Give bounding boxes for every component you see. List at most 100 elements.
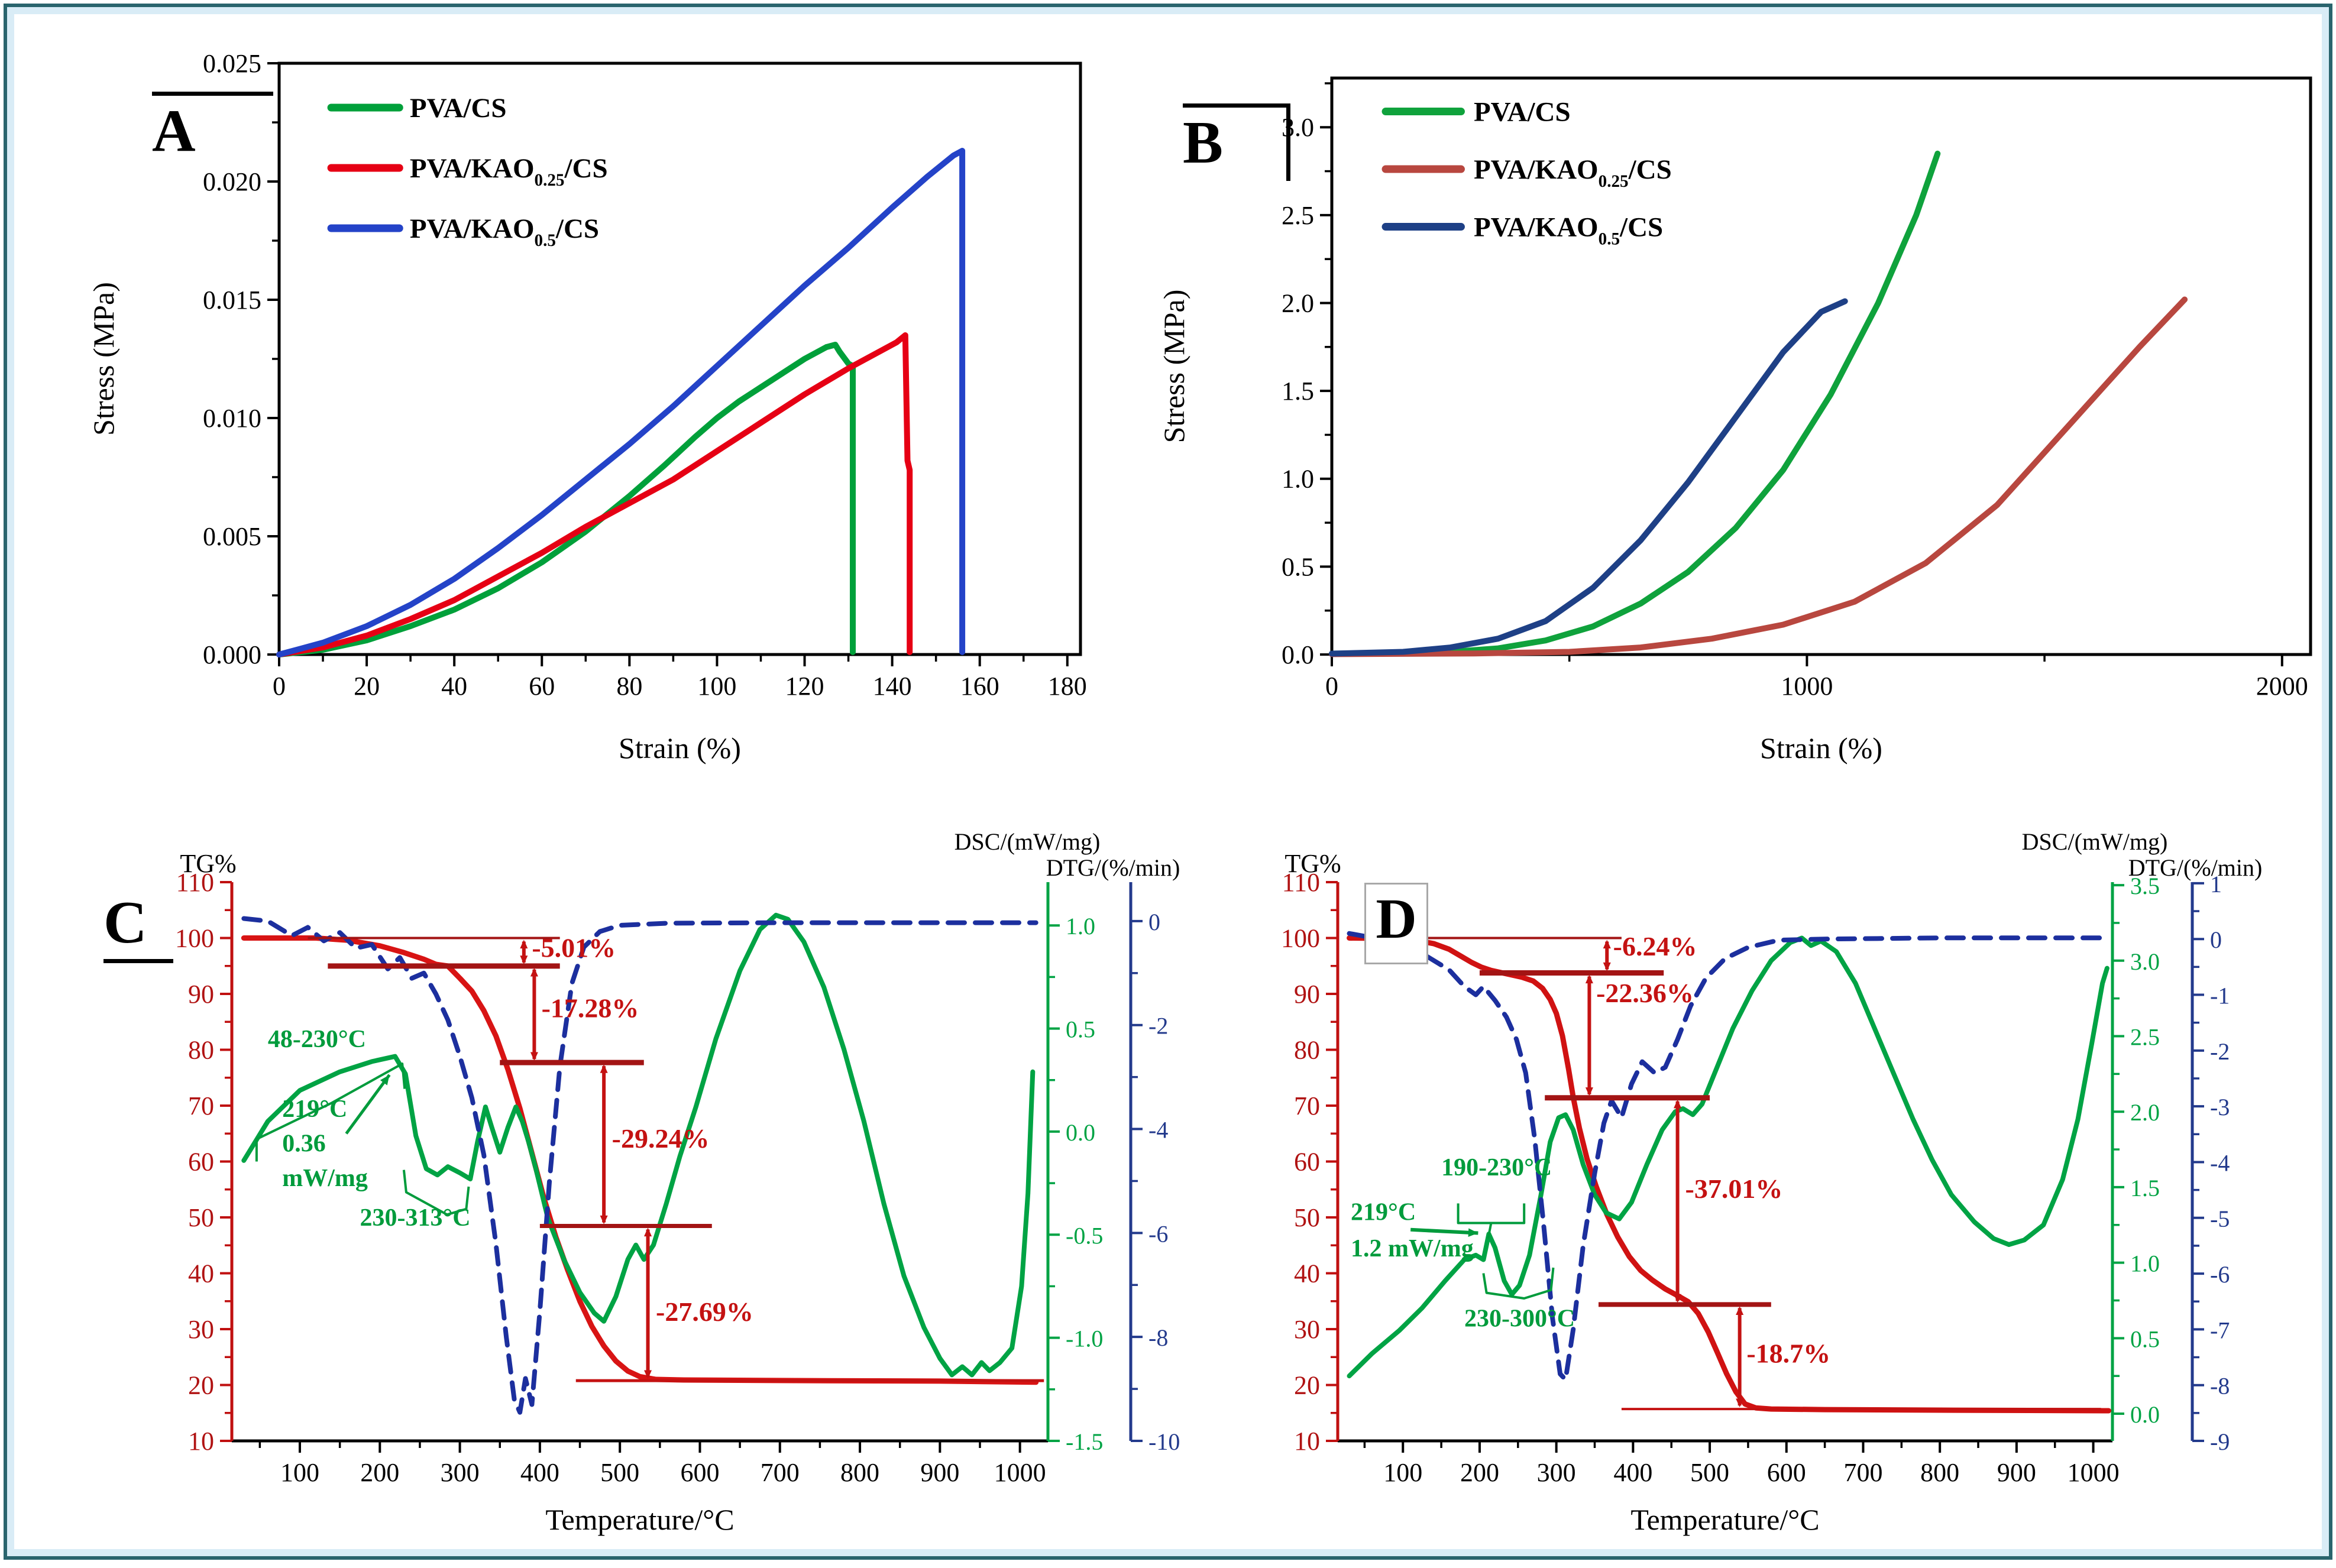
svg-text:mW/mg: mW/mg: [282, 1165, 368, 1192]
y-axis-dsc: 1.0 0.5 0.0 -0.5 -1.0 -1.5: [1046, 882, 1103, 1455]
svg-text:300: 300: [441, 1458, 480, 1487]
svg-text:-2: -2: [1148, 1013, 1168, 1039]
axes: [1330, 76, 2312, 656]
axis-title: DTG/(%/min): [2128, 854, 2263, 881]
svg-text:-1.0: -1.0: [1066, 1326, 1103, 1352]
svg-text:PVA/KAO0.5/CS: PVA/KAO0.5/CS: [410, 213, 599, 250]
svg-text:1.0: 1.0: [1282, 465, 1314, 494]
svg-text:0: 0: [2210, 926, 2222, 953]
svg-text:0.0: 0.0: [1282, 640, 1314, 669]
svg-text:90: 90: [188, 980, 214, 1009]
svg-text:0.025: 0.025: [203, 49, 261, 78]
panel-B: B 0 1000 2000 Strain (%) 0.0 0.5 1.0 1.5 2.0 2.5 3…: [1125, 34, 2331, 820]
series-DSC: [241, 912, 1036, 1378]
svg-text:2000: 2000: [2256, 672, 2308, 701]
svg-text:100: 100: [1383, 1458, 1422, 1487]
svg-text:2.0: 2.0: [1282, 289, 1314, 318]
svg-text:40: 40: [188, 1259, 214, 1288]
svg-text:-3: -3: [2210, 1094, 2230, 1120]
svg-text:PVA/KAO0.5/CS: PVA/KAO0.5/CS: [1474, 212, 1663, 249]
svg-text:500: 500: [600, 1458, 639, 1487]
svg-text:3.0: 3.0: [2130, 948, 2160, 975]
svg-text:120: 120: [785, 672, 824, 701]
svg-text:100: 100: [175, 924, 214, 953]
panel-label-A: A: [152, 92, 273, 163]
panel-label-D: D: [1364, 883, 1428, 964]
svg-text:1000: 1000: [994, 1458, 1046, 1487]
svg-text:2.0: 2.0: [2130, 1099, 2160, 1126]
svg-text:600: 600: [1767, 1458, 1806, 1487]
svg-text:1: 1: [2210, 871, 2222, 898]
series-PVA/KAO0.25/CS: [1329, 296, 2188, 657]
series-DTG: [241, 916, 1038, 1415]
series-PVA/CS: [276, 342, 856, 657]
y-axis-dsc: 3.5 3.0 2.5 2.0 1.5 1.0 0.5 0.0: [2111, 873, 2160, 1441]
svg-text:80: 80: [188, 1036, 214, 1065]
axis-title: TG%: [180, 849, 236, 878]
svg-text:200: 200: [1460, 1458, 1499, 1487]
svg-text:-8: -8: [1148, 1324, 1168, 1351]
series-PVA/KAO0.5/CS: [276, 148, 966, 657]
svg-text:-8: -8: [2210, 1373, 2230, 1399]
svg-text:-4: -4: [1148, 1117, 1168, 1143]
panel-D: D 100 200 300 400 500 600 700 800 900 1000 Tempera…: [1190, 828, 2331, 1568]
svg-text:80: 80: [616, 672, 642, 701]
y-axis-dtg: 0 -2 -4 -6 -8 -10: [1129, 882, 1180, 1455]
svg-text:180: 180: [1048, 672, 1087, 701]
svg-text:230-313°C: 230-313°C: [360, 1204, 470, 1232]
panel-letter-D: D: [1376, 887, 1417, 950]
svg-text:1.2 mW/mg: 1.2 mW/mg: [1351, 1235, 1474, 1262]
axis-title: DSC/(mW/mg): [2022, 828, 2168, 855]
svg-text:Temperature/°C: Temperature/°C: [545, 1503, 734, 1536]
svg-text:1.5: 1.5: [1282, 377, 1314, 406]
svg-text:0: 0: [1148, 909, 1160, 935]
svg-text:160: 160: [960, 672, 999, 701]
svg-text:-1.5: -1.5: [1066, 1428, 1103, 1455]
svg-text:60: 60: [188, 1148, 214, 1177]
svg-text:-0.5: -0.5: [1066, 1222, 1103, 1249]
panel-label-B: B: [1183, 103, 1290, 181]
svg-text:0.010: 0.010: [203, 404, 261, 433]
panel-letter-A: A: [152, 98, 196, 164]
svg-text:700: 700: [761, 1458, 800, 1487]
x-axis: 100 200 300 400 500 600 700 800 900 1000 Temperatu…: [258, 1441, 1046, 1536]
svg-text:-18.7%: -18.7%: [1746, 1339, 1830, 1369]
svg-text:0.0: 0.0: [1066, 1119, 1095, 1146]
svg-text:800: 800: [1920, 1458, 1959, 1487]
svg-text:90: 90: [1294, 980, 1320, 1009]
series-PVA/KAO0.25/CS: [276, 332, 913, 657]
annotations: -5.01%-17.28%-29.24%-27.69%48-230°C219°C…: [255, 933, 1044, 1382]
svg-text:-17.28%: -17.28%: [542, 993, 639, 1023]
svg-text:20: 20: [354, 672, 380, 701]
svg-text:50: 50: [1294, 1203, 1320, 1232]
svg-text:70: 70: [1294, 1091, 1320, 1120]
svg-text:48-230°C: 48-230°C: [268, 1026, 366, 1053]
legend: PVA/CS PVA/KAO0.25/CS PVA/KAO0.5/CS: [1381, 97, 1672, 249]
svg-text:-9: -9: [2210, 1428, 2230, 1455]
svg-text:0.5: 0.5: [1282, 552, 1314, 581]
svg-text:60: 60: [529, 672, 555, 701]
svg-text:1000: 1000: [2068, 1458, 2120, 1487]
panel-A: A 0 20 40 60 80 100 120 140 160 180 Strain (%) 0.00…: [57, 34, 1122, 820]
svg-text:1.0: 1.0: [2130, 1250, 2160, 1277]
svg-text:-6: -6: [1148, 1220, 1168, 1247]
series: [276, 148, 966, 657]
svg-text:1.0: 1.0: [1066, 913, 1095, 939]
svg-text:-5.01%: -5.01%: [532, 933, 616, 963]
y-axis-dtg: 1 0 -1 -2 -3 -4 -5 -6 -7 -8 -9: [2191, 871, 2230, 1455]
y-axis-left: 10 20 30 40 50 60 70 80 90 100 110: [1281, 868, 1340, 1456]
svg-text:100: 100: [280, 1458, 319, 1487]
series: [1347, 931, 2111, 1414]
svg-text:80: 80: [1294, 1036, 1320, 1065]
svg-text:10: 10: [1294, 1427, 1320, 1456]
svg-text:50: 50: [188, 1203, 214, 1232]
svg-text:700: 700: [1843, 1458, 1882, 1487]
svg-text:500: 500: [1690, 1458, 1729, 1487]
svg-text:800: 800: [840, 1458, 879, 1487]
x-axis: 100 200 300 400 500 600 700 800 900 1000 Temperatu…: [1363, 1441, 2120, 1536]
svg-text:40: 40: [441, 672, 467, 701]
svg-text:0.0: 0.0: [2130, 1401, 2160, 1428]
svg-text:10: 10: [188, 1427, 214, 1456]
svg-text:600: 600: [680, 1458, 719, 1487]
svg-text:-22.36%: -22.36%: [1596, 978, 1694, 1008]
